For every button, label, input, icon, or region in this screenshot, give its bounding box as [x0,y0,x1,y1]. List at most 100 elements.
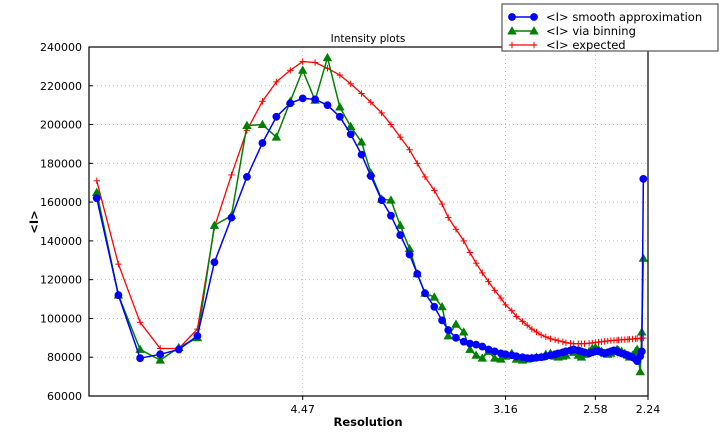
legend-box [501,3,719,52]
data-point-marker [513,313,520,320]
data-point-marker [519,318,526,325]
data-point-marker [228,171,235,179]
data-point-marker [438,316,446,325]
data-point-marker [459,327,469,336]
data-point-marker [356,137,367,146]
data-point-marker [533,328,540,336]
data-point-marker [537,331,545,339]
data-point-marker [287,67,294,74]
data-point-marker [437,302,447,311]
data-point-marker [155,355,165,364]
y-tick-label: 80000 [47,351,82,364]
data-point-marker [413,269,422,278]
data-point-marker [258,139,267,147]
x-tick-label: 2.24 [636,403,661,416]
y-tick-label: 120000 [40,274,82,287]
data-point-marker [136,354,144,363]
data-point-marker [460,237,467,245]
data-point-marker [497,294,505,302]
data-point-marker [136,319,144,326]
data-point-marker [322,52,333,62]
data-point-marker [466,249,474,256]
y-tick-label: 160000 [40,196,82,209]
data-point-marker [366,172,375,180]
data-point-marker [472,259,480,267]
data-point-marker [444,326,453,334]
data-point-marker [273,78,280,86]
data-point-marker [345,121,356,130]
data-point-marker [377,196,386,205]
data-point-marker [485,278,492,285]
data-point-marker [298,94,307,103]
data-point-marker [542,333,550,341]
data-point-marker [562,339,570,346]
data-point-marker [406,146,413,153]
data-point-marker [311,95,319,104]
data-point-marker [286,99,295,108]
data-point-marker [507,26,517,35]
data-point-marker [551,336,559,343]
data-point-marker [358,90,365,97]
data-point-marker [271,132,282,141]
x-tick-label: 4.47 [290,403,315,416]
y-axis-ticks: 60000 80000 100000 120000 140000 160000 180000… [40,41,93,403]
data-point-marker [429,292,440,301]
legend-entry[interactable]: <I> expected [508,38,626,52]
data-point-marker [547,335,554,343]
data-point-marker [336,71,344,79]
data-point-marker [93,177,100,184]
data-point-marker [335,102,345,111]
data-point-marker [445,214,452,221]
data-series-layer [92,52,648,376]
y-tick-label: 140000 [40,235,82,248]
data-point-marker [210,258,219,267]
legend[interactable]: <I> smooth approximation<I> via binning<… [501,3,719,52]
data-point-marker [635,366,645,376]
data-point-marker [299,58,306,65]
legend-entry[interactable]: <I> via binning [507,24,636,38]
data-point-marker [405,250,414,259]
y-axis-title: <I> [27,210,41,234]
data-point-marker [529,26,539,35]
legend-entry-label: <I> via binning [546,24,636,38]
x-tick-label: 3.16 [493,403,518,416]
x-axis-title: Resolution [333,415,402,429]
data-point-marker [452,333,460,342]
data-point-marker [396,231,405,239]
data-point-marker [243,173,251,181]
plot-frame [88,46,649,397]
data-point-marker [639,174,648,183]
y-tick-label: 240000 [40,41,82,54]
data-point-marker [530,13,538,21]
data-point-marker [554,337,562,344]
x-axis-ticks: 4.47 3.16 2.58 2.24 [290,396,660,416]
data-point-marker [430,302,439,311]
data-point-marker [491,287,498,294]
legend-entry[interactable]: <I> smooth approximation [508,10,702,24]
data-point-marker [528,325,536,333]
series-expected [93,58,647,352]
data-point-marker [421,289,429,298]
data-point-marker [471,350,481,359]
data-point-marker [387,211,395,220]
data-point-marker [397,133,404,141]
data-point-marker [297,65,308,74]
data-point-marker [347,80,354,88]
x-tick-label: 2.58 [583,403,608,416]
data-point-marker [272,112,281,121]
y-tick-label: 180000 [40,157,82,170]
data-point-marker [530,41,538,49]
legend-entry-label: <I> smooth approximation [546,10,702,24]
data-point-marker [242,120,252,129]
data-point-marker [257,119,268,129]
chart-title: Intensity plots [331,33,406,45]
data-point-marker [502,301,509,309]
data-point-marker [477,353,488,362]
data-point-marker [637,347,646,356]
data-point-marker [465,344,475,353]
data-point-marker [311,59,319,66]
y-tick-label: 60000 [47,390,82,403]
legend-entry-label: <I> expected [546,38,626,52]
